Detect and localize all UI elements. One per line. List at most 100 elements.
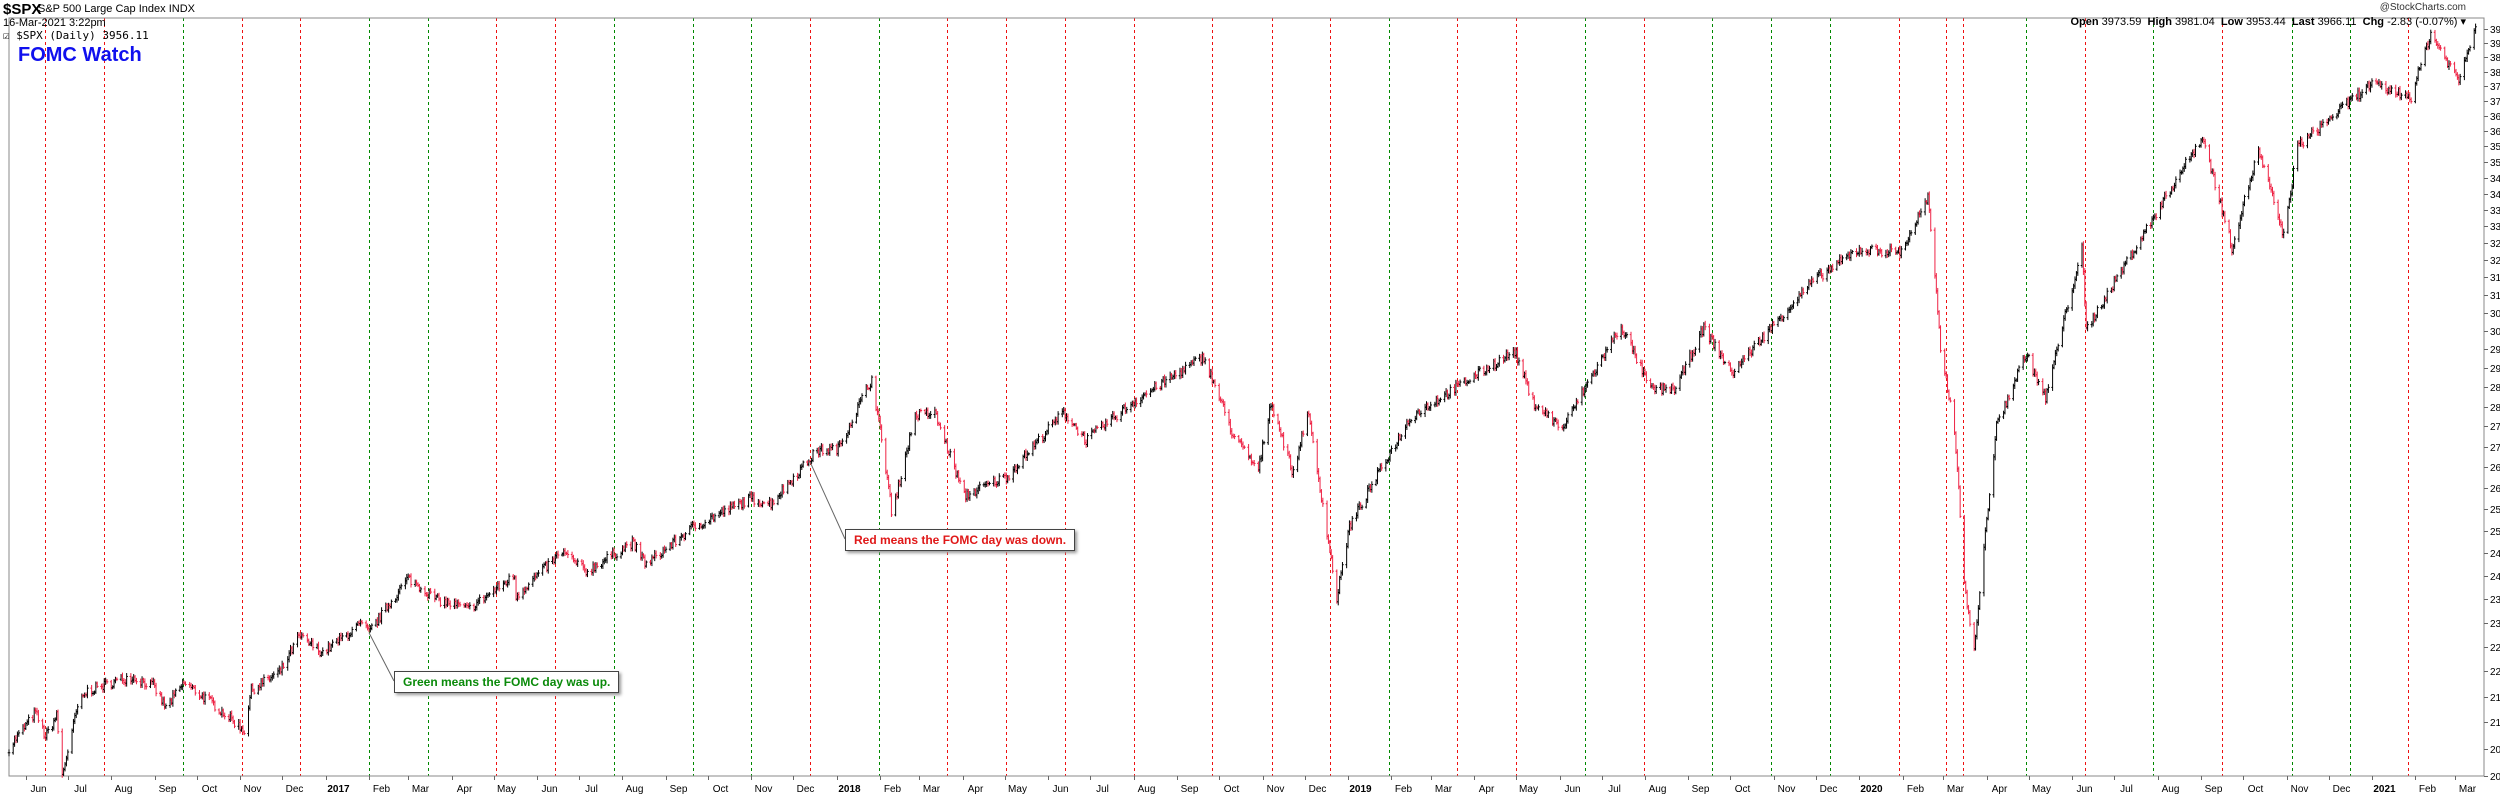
price-bar — [1625, 332, 1629, 338]
price-bar — [605, 551, 609, 564]
price-bar — [311, 638, 315, 651]
price-bar — [2047, 384, 2050, 393]
price-bar — [782, 484, 785, 495]
price-bar — [1164, 376, 1168, 388]
price-bar — [772, 499, 776, 506]
price-bar — [929, 411, 932, 419]
price-bar — [743, 497, 746, 509]
price-bar — [1086, 433, 1089, 448]
price-bar — [360, 620, 364, 625]
price-bar — [1958, 485, 1962, 518]
price-bar — [1576, 399, 1580, 405]
price-bar — [2076, 262, 2080, 276]
price-bar — [1027, 452, 1030, 456]
price-bar — [76, 703, 79, 715]
price-bar — [1605, 346, 1609, 353]
price-bar — [243, 730, 246, 736]
price-bar — [615, 553, 619, 561]
price-bar — [1409, 418, 1413, 424]
price-bar — [1982, 543, 1986, 597]
price-bar — [390, 599, 393, 609]
price-bar — [1992, 454, 1996, 498]
price-bar — [1841, 255, 1844, 265]
price-bar — [488, 592, 491, 597]
price-bar — [174, 688, 177, 697]
price-bar — [1537, 404, 1540, 411]
price-bar — [1978, 591, 1982, 610]
price-bar — [66, 749, 70, 761]
price-bar — [292, 642, 295, 655]
price-bar — [154, 682, 158, 697]
price-bar — [1125, 406, 1129, 414]
price-bar — [625, 541, 628, 548]
price-bar — [733, 500, 736, 509]
price-bar — [193, 684, 197, 696]
price-bar — [1527, 381, 1531, 396]
price-bar — [2213, 171, 2217, 191]
price-bar — [595, 562, 599, 569]
price-bar — [458, 601, 462, 607]
price-bar — [713, 513, 717, 523]
price-bar — [1145, 390, 1148, 398]
price-bar — [1007, 474, 1011, 481]
price-bar — [2125, 256, 2129, 265]
price-bar — [1988, 493, 1991, 512]
plot-frame — [8, 17, 2485, 777]
price-bar — [1782, 315, 1785, 322]
price-bar — [1900, 246, 1903, 259]
price-bar — [566, 550, 570, 559]
price-bar — [439, 597, 442, 608]
price-bar — [792, 473, 795, 487]
price-bar — [429, 587, 432, 595]
price-bar — [223, 712, 227, 720]
price-bar — [1370, 481, 1374, 493]
price-bar — [1674, 386, 1678, 395]
price-bar — [664, 546, 668, 553]
price-bar — [2243, 194, 2246, 207]
price-bar — [752, 492, 756, 508]
price-bar — [1096, 425, 1099, 430]
price-bar — [1154, 381, 1158, 391]
price-bar — [1047, 421, 1050, 435]
price-bar — [1458, 379, 1462, 387]
price-bar — [331, 639, 334, 648]
price-bar — [1654, 385, 1658, 394]
price-bar — [478, 594, 481, 605]
price-bar — [899, 476, 903, 488]
price-bar — [576, 558, 579, 567]
price-bar — [1723, 360, 1727, 365]
price-bar — [1919, 208, 1923, 218]
price-bar — [1252, 459, 1256, 467]
price-bar — [1498, 354, 1501, 367]
price-bar — [1870, 244, 1874, 250]
price-bar — [546, 558, 550, 574]
price-bar — [350, 626, 354, 637]
price-bar — [723, 505, 727, 517]
price-bar — [1517, 357, 1521, 366]
price-bar — [1478, 366, 1482, 372]
price-bar — [380, 607, 383, 625]
price-bar — [1439, 397, 1442, 403]
price-bar — [1399, 434, 1403, 442]
price-bar — [997, 473, 1001, 487]
price-bar — [1963, 514, 1966, 584]
price-bar — [2027, 353, 2031, 358]
price-bar — [1596, 361, 1599, 376]
price-bar — [1341, 562, 1344, 576]
fomc-lines — [45, 18, 2409, 776]
price-bar — [125, 673, 128, 687]
price-bar — [1762, 331, 1766, 344]
price-bar — [399, 583, 403, 590]
price-bar — [1037, 433, 1040, 444]
price-bar — [1752, 340, 1756, 351]
price-bar — [2017, 365, 2021, 373]
price-bar — [1880, 249, 1884, 258]
price-bar — [527, 582, 530, 591]
price-bar — [144, 683, 148, 690]
price-bar — [1066, 413, 1070, 424]
price-bar — [1194, 356, 1197, 361]
price-bar — [1811, 277, 1815, 284]
price-bar — [1301, 430, 1305, 437]
price-bar — [2286, 205, 2290, 234]
